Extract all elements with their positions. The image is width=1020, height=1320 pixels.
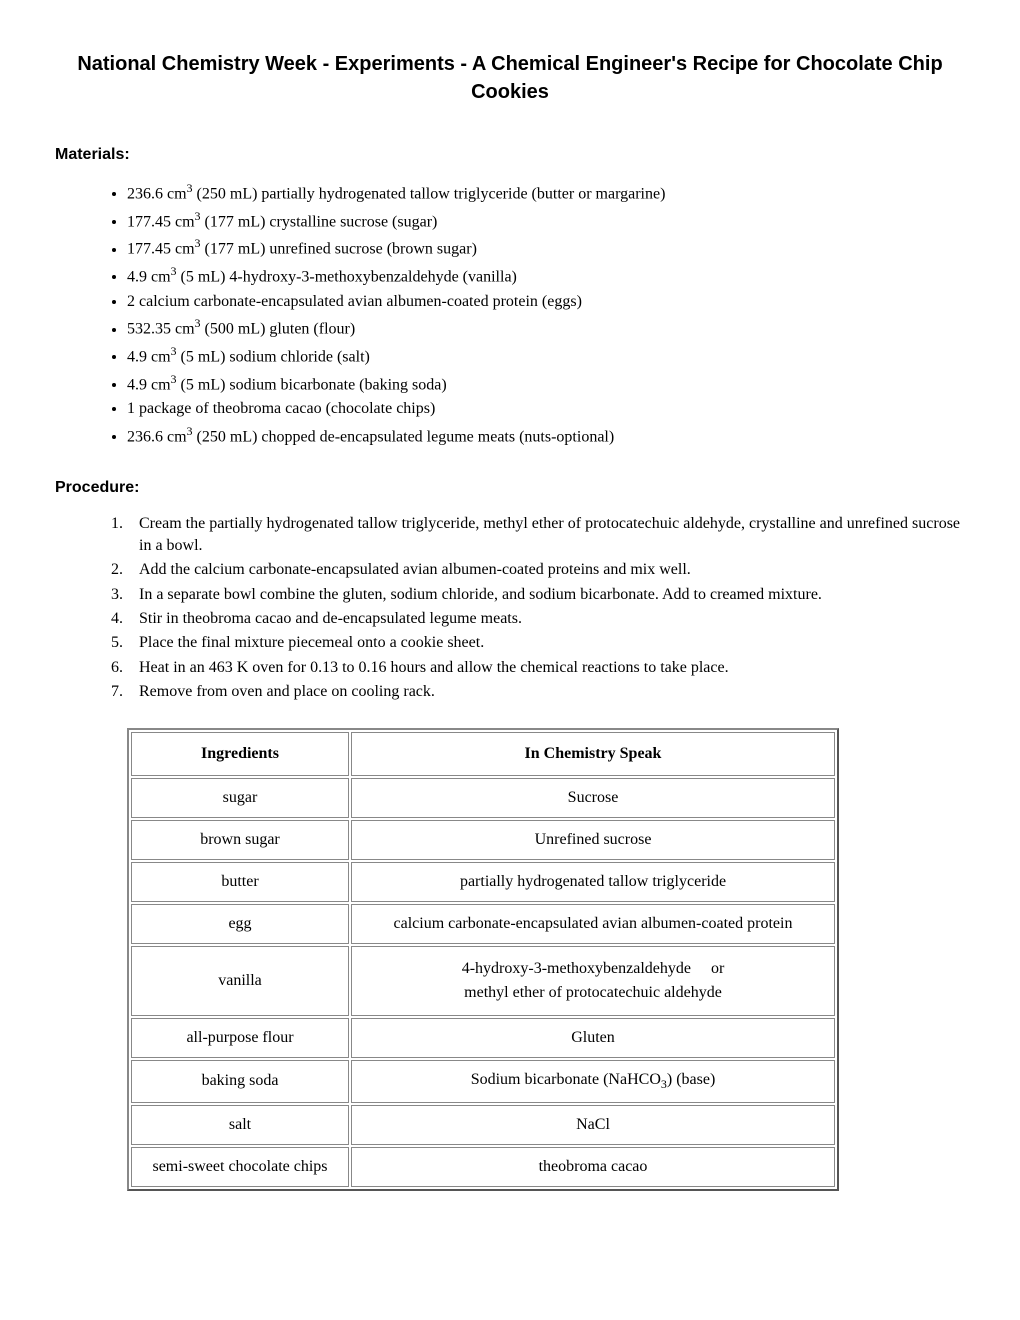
procedure-step: In a separate bowl combine the gluten, s… — [127, 584, 965, 606]
materials-item: 177.45 cm3 (177 mL) unrefined sucrose (b… — [127, 235, 965, 261]
table-cell-chemistry: Gluten — [351, 1018, 835, 1058]
ingredients-table: Ingredients In Chemistry Speak sugarSucr… — [127, 728, 839, 1191]
materials-item: 1 package of theobroma cacao (chocolate … — [127, 398, 965, 420]
procedure-step: Heat in an 463 K oven for 0.13 to 0.16 h… — [127, 657, 965, 679]
materials-item: 532.35 cm3 (500 mL) gluten (flour) — [127, 315, 965, 341]
materials-item: 2 calcium carbonate-encapsulated avian a… — [127, 291, 965, 313]
table-row: baking sodaSodium bicarbonate (NaHCO3) (… — [131, 1060, 835, 1103]
table-cell-ingredient: vanilla — [131, 946, 349, 1016]
table-row: semi-sweet chocolate chipstheobroma caca… — [131, 1147, 835, 1187]
table-body: sugarSucrosebrown sugarUnrefined sucrose… — [131, 778, 835, 1187]
table-cell-chemistry: Sucrose — [351, 778, 835, 818]
materials-item: 236.6 cm3 (250 mL) chopped de-encapsulat… — [127, 423, 965, 449]
materials-item: 4.9 cm3 (5 mL) 4-hydroxy-3-methoxybenzal… — [127, 263, 965, 289]
page-title: National Chemistry Week - Experiments - … — [55, 50, 965, 106]
table-cell-ingredient: all-purpose flour — [131, 1018, 349, 1058]
materials-item: 236.6 cm3 (250 mL) partially hydrogenate… — [127, 180, 965, 206]
table-header-ingredients: Ingredients — [131, 732, 349, 776]
table-row: sugarSucrose — [131, 778, 835, 818]
table-cell-ingredient: salt — [131, 1105, 349, 1145]
procedure-step: Add the calcium carbonate-encapsulated a… — [127, 559, 965, 581]
table-cell-ingredient: sugar — [131, 778, 349, 818]
table-cell-chemistry: Sodium bicarbonate (NaHCO3) (base) — [351, 1060, 835, 1103]
table-cell-ingredient: butter — [131, 862, 349, 902]
table-cell-chemistry: partially hydrogenated tallow triglyceri… — [351, 862, 835, 902]
table-row: eggcalcium carbonate-encapsulated avian … — [131, 904, 835, 944]
table-cell-chemistry: calcium carbonate-encapsulated avian alb… — [351, 904, 835, 944]
table-cell-chemistry: NaCl — [351, 1105, 835, 1145]
procedure-step: Stir in theobroma cacao and de-encapsula… — [127, 608, 965, 630]
table-cell-chemistry: Unrefined sucrose — [351, 820, 835, 860]
procedure-step: Remove from oven and place on cooling ra… — [127, 681, 965, 703]
table-row: brown sugarUnrefined sucrose — [131, 820, 835, 860]
table-cell-ingredient: semi-sweet chocolate chips — [131, 1147, 349, 1187]
materials-list: 236.6 cm3 (250 mL) partially hydrogenate… — [55, 180, 965, 449]
materials-item: 4.9 cm3 (5 mL) sodium bicarbonate (bakin… — [127, 371, 965, 397]
table-cell-chemistry: 4-hydroxy-3-methoxybenzaldehyde ormethyl… — [351, 946, 835, 1016]
materials-heading: Materials: — [55, 146, 965, 164]
materials-item: 4.9 cm3 (5 mL) sodium chloride (salt) — [127, 343, 965, 369]
procedure-step: Place the final mixture piecemeal onto a… — [127, 632, 965, 654]
table-cell-ingredient: egg — [131, 904, 349, 944]
table-row: butterpartially hydrogenated tallow trig… — [131, 862, 835, 902]
table-row: vanilla4-hydroxy-3-methoxybenzaldehyde o… — [131, 946, 835, 1016]
table-cell-ingredient: baking soda — [131, 1060, 349, 1103]
procedure-heading: Procedure: — [55, 479, 965, 497]
procedure-step: Cream the partially hydrogenated tallow … — [127, 513, 965, 558]
table-row: all-purpose flourGluten — [131, 1018, 835, 1058]
materials-item: 177.45 cm3 (177 mL) crystalline sucrose … — [127, 208, 965, 234]
table-cell-ingredient: brown sugar — [131, 820, 349, 860]
table-header-chemistry: In Chemistry Speak — [351, 732, 835, 776]
procedure-list: Cream the partially hydrogenated tallow … — [55, 513, 965, 704]
table-row: saltNaCl — [131, 1105, 835, 1145]
table-cell-chemistry: theobroma cacao — [351, 1147, 835, 1187]
